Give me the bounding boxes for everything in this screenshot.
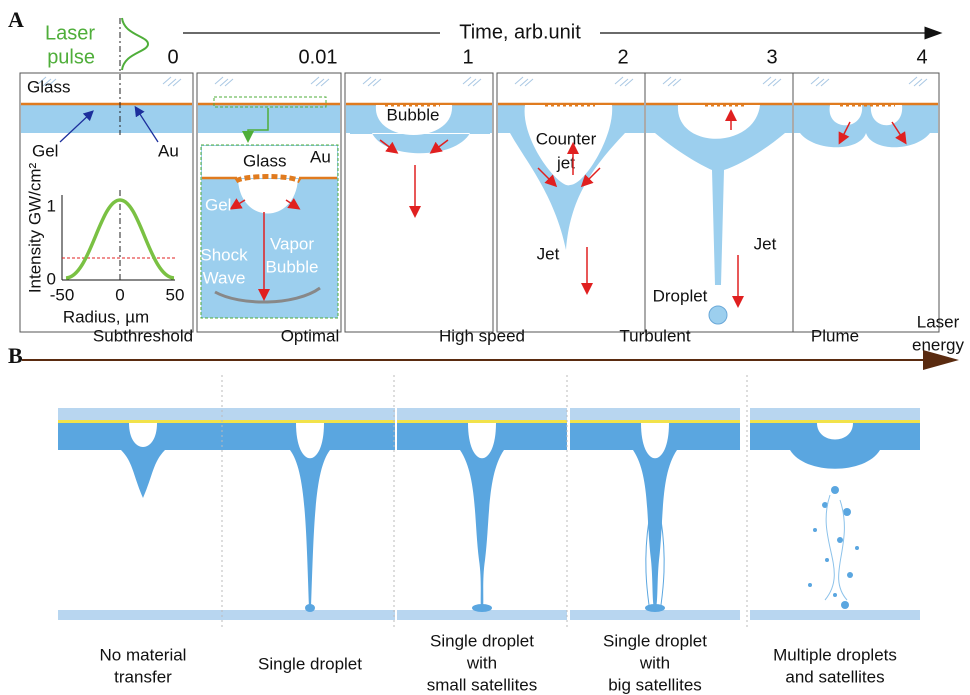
- regime-description: and satellites: [785, 667, 884, 686]
- substrate: [58, 610, 228, 620]
- jet: [633, 450, 677, 608]
- regime-description: with: [466, 653, 497, 672]
- tick-label: 0: [115, 285, 124, 304]
- time-label: 1: [462, 46, 473, 68]
- laser-label: pulse: [47, 46, 95, 68]
- label: Gel: [205, 195, 231, 214]
- tick-label: 1: [47, 196, 56, 215]
- gel: [794, 105, 938, 133]
- droplet: [841, 601, 849, 609]
- label: Counter: [536, 129, 597, 148]
- droplet: [825, 558, 829, 562]
- regime-description: Single droplet: [603, 631, 707, 650]
- gel: [198, 105, 340, 133]
- droplet: [855, 546, 859, 550]
- label: Jet: [754, 234, 777, 253]
- droplet: [813, 528, 817, 532]
- regime-description: small satellites: [427, 675, 538, 694]
- axis-label: energy: [912, 335, 964, 354]
- label: Glass: [27, 77, 70, 96]
- gold-film: [570, 420, 740, 423]
- time-label: 0.01: [299, 46, 338, 68]
- jet: [460, 450, 504, 608]
- jet: [790, 450, 880, 469]
- regime-description: Single droplet: [258, 654, 362, 673]
- droplet: [833, 593, 837, 597]
- regime-name: Turbulent: [619, 326, 690, 345]
- glass: [58, 408, 228, 420]
- label: Au: [158, 141, 179, 160]
- regime-name: High speed: [439, 326, 525, 345]
- label: Glass: [243, 151, 286, 170]
- axis-label: Radius, µm: [63, 307, 149, 326]
- time-axis-label: Time, arb.unit: [459, 21, 581, 43]
- label: Bubble: [387, 105, 440, 124]
- jet: [290, 450, 330, 608]
- droplet: [305, 604, 315, 612]
- time-label: 3: [766, 46, 777, 68]
- time-label: 4: [916, 46, 927, 68]
- droplet: [847, 572, 853, 578]
- label: Bubble: [266, 257, 319, 276]
- label: Vapor: [270, 234, 314, 253]
- laser-label: Laser: [45, 22, 95, 44]
- axis-label: Laser: [917, 312, 960, 331]
- glass: [397, 408, 567, 420]
- droplet: [472, 604, 492, 612]
- label: Gel: [32, 141, 58, 160]
- label: Jet: [537, 244, 560, 263]
- regime-description: Single droplet: [430, 631, 534, 650]
- regime-name: Subthreshold: [93, 326, 193, 345]
- time-label: 2: [617, 46, 628, 68]
- regime-description: Multiple droplets: [773, 645, 897, 664]
- droplet: [837, 537, 843, 543]
- droplet: [843, 508, 851, 516]
- panel-label: B: [8, 343, 23, 368]
- regime-description: No material: [100, 645, 187, 664]
- panel-label: A: [8, 7, 24, 32]
- glass: [750, 408, 920, 420]
- droplet: [645, 604, 665, 612]
- regime-name: Optimal: [281, 326, 340, 345]
- label: Shock: [200, 245, 248, 264]
- label: Au: [310, 147, 331, 166]
- regime-description: big satellites: [608, 675, 702, 694]
- tick-label: -50: [50, 285, 75, 304]
- tick-label: 50: [166, 285, 185, 304]
- droplet: [709, 306, 727, 324]
- gold-film: [58, 420, 228, 423]
- glass: [225, 408, 395, 420]
- label: Wave: [203, 268, 246, 287]
- gel: [21, 105, 192, 133]
- regime-description: transfer: [114, 667, 172, 686]
- gold-film: [225, 420, 395, 423]
- gold-film: [397, 420, 567, 423]
- droplet: [831, 486, 839, 494]
- substrate: [750, 610, 920, 620]
- regime-name: Plume: [811, 326, 859, 345]
- droplet: [808, 583, 812, 587]
- glass: [570, 408, 740, 420]
- label: Droplet: [653, 286, 708, 305]
- jet: [121, 450, 165, 498]
- gold-film: [750, 420, 920, 423]
- regime-description: with: [639, 653, 670, 672]
- axis-label: Intensity GW/cm²: [25, 162, 44, 293]
- time-label: 0: [167, 46, 178, 68]
- pulse-curve: [122, 18, 148, 70]
- figure: A Laser pulse Time, arb.unit 0 0.01 1 2 3 4 G…: [0, 0, 970, 695]
